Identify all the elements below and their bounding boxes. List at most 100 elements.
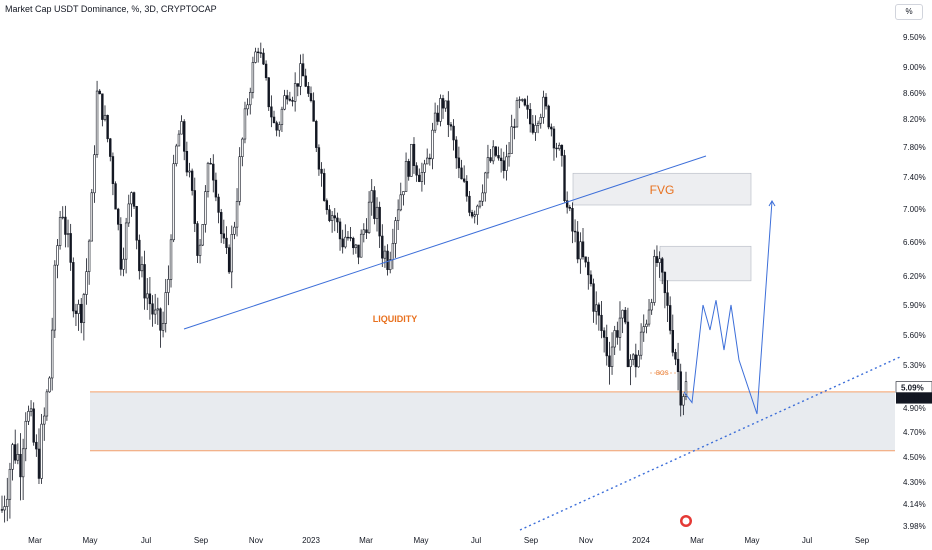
candle-body [476,205,479,215]
candle-body [634,354,638,368]
candle [370,179,373,216]
candle [217,193,220,224]
candle-body [296,83,299,87]
candle-body [233,226,236,235]
candle-body [642,326,645,333]
candle [19,433,22,501]
percent-scale-button[interactable]: % [895,4,923,20]
candle [122,247,125,277]
candle-body [468,195,471,213]
candle-body [278,124,281,131]
candle [11,442,14,481]
candle [616,321,619,345]
candle-body [280,108,284,125]
candle [497,146,500,161]
candle [344,224,347,249]
candle-body [135,206,138,241]
candle-body [499,157,503,162]
candle [515,97,519,128]
candle-body [515,100,519,128]
candle [309,86,313,103]
candle-body [161,323,165,331]
candle [399,182,402,212]
candle [288,91,292,102]
candle [489,149,492,163]
candle-body [550,126,553,130]
y-tick-label: 5.30% [903,361,926,370]
candle [394,217,397,258]
candle [531,115,535,135]
candle-body [45,391,49,417]
candle [352,236,355,255]
candle [90,188,93,242]
candle [188,162,191,178]
candle-body [375,206,379,219]
y-tick-label: 9.00% [903,63,926,72]
candle-body [291,100,294,102]
candle [460,159,463,180]
candle [558,142,561,151]
candle [539,113,542,129]
candle [317,144,321,176]
candle-body [391,243,395,260]
candle [381,224,384,267]
candle [418,168,421,183]
candle-body [225,237,228,248]
candle-body [647,309,651,325]
candle-body [209,162,212,165]
candle [132,191,136,210]
candle-body [587,261,590,276]
fvg-label: FVG [650,183,675,197]
fvg-zone-lower [659,245,752,282]
candle-body [180,121,183,135]
candle-body [256,51,260,54]
candle-body [64,216,67,235]
candle [103,105,107,122]
candle-body [528,109,532,125]
candle-body [352,237,355,249]
candle-body [90,192,93,242]
candle-body [645,323,648,327]
candle-body [196,223,199,256]
candle [473,210,476,224]
y-tick-label: 5.90% [903,301,926,310]
candle [45,389,49,421]
candle [650,298,653,315]
candle-body [140,264,144,272]
candle-body [40,423,43,479]
candle-body [8,468,12,500]
candle-body [283,95,286,110]
candle [204,185,207,233]
candle [140,256,144,278]
candle [338,218,342,251]
candle [27,405,30,425]
candle-body [653,256,656,303]
y-tick-label: 7.40% [903,173,926,182]
candle [587,256,590,290]
candle-body [407,160,410,177]
candle [631,353,635,366]
candle [275,120,278,137]
candle-body [212,163,215,181]
candle [547,104,550,130]
candle-body [190,170,194,191]
candle-body [98,90,101,95]
candle [291,96,294,107]
candle-body [576,231,579,260]
candle [328,204,331,223]
candle-body [119,224,123,270]
candle-body [676,358,680,373]
candle-body [555,147,558,150]
candle [410,143,413,177]
candle [111,152,115,196]
candle-body [481,192,484,202]
candle-body [507,153,511,158]
candle [605,324,608,366]
candle-body [354,244,358,249]
x-tick-label: Nov [249,536,263,545]
candle [555,142,558,158]
candle [476,204,479,225]
candle [433,102,437,134]
y-tick-label: 6.20% [903,272,926,281]
candle-body [396,209,400,221]
